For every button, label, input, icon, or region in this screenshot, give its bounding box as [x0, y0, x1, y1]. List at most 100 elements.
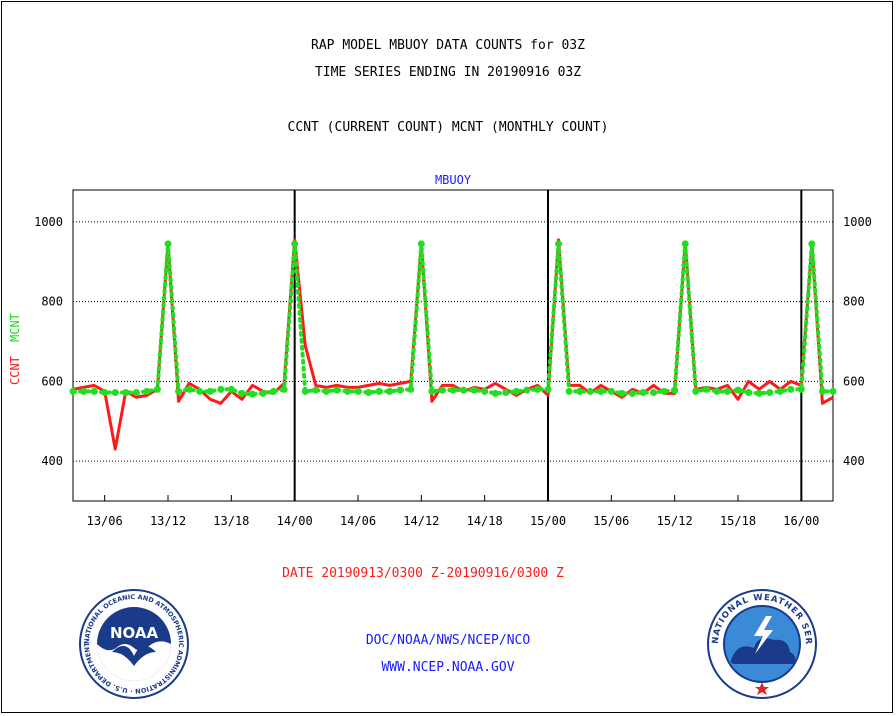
- mcnt-point: [607, 387, 615, 395]
- mcnt-point: [766, 389, 774, 397]
- nws-logo-icon: NATIONAL WEATHER SERVICE: [706, 588, 817, 699]
- chart-subtitle: CCNT (CURRENT COUNT) MCNT (MONTHLY COUNT…: [287, 120, 609, 135]
- chart-title-line1: RAP MODEL MBUOY DATA COUNTS for 03Z: [311, 38, 585, 53]
- y-tick-label-right-1000: 1000: [843, 215, 872, 229]
- mcnt-point: [185, 385, 193, 393]
- mcnt-point: [122, 389, 130, 397]
- mcnt-point: [565, 387, 573, 395]
- mcnt-point: [702, 385, 710, 393]
- mcnt-point: [576, 387, 584, 395]
- mcnt-point: [787, 385, 795, 393]
- mcnt-point: [196, 387, 204, 395]
- mcnt-point: [681, 240, 689, 248]
- x-tick-label-15/18: 15/18: [720, 514, 756, 528]
- mcnt-point: [153, 385, 161, 393]
- mcnt-point: [322, 387, 330, 395]
- mcnt-point: [428, 387, 436, 395]
- x-tick-label-13/18: 13/18: [213, 514, 249, 528]
- y-tick-label-left-600: 600: [41, 374, 63, 388]
- mcnt-point: [481, 387, 489, 395]
- y-tick-label-right-800: 800: [843, 295, 865, 309]
- mcnt-point: [301, 387, 309, 395]
- mcnt-point: [449, 386, 457, 394]
- mcnt-point: [175, 387, 183, 395]
- mcnt-point: [227, 385, 235, 393]
- chart-title-line2: TIME SERIES ENDING IN 20190916 03Z: [314, 65, 582, 80]
- mcnt-point: [396, 386, 404, 394]
- x-tick-label-13/06: 13/06: [87, 514, 123, 528]
- mcnt-point: [333, 386, 341, 394]
- mcnt-point: [639, 389, 647, 397]
- mcnt-point: [544, 385, 552, 393]
- mcnt-point: [69, 387, 77, 395]
- mcnt-point: [270, 387, 278, 395]
- mcnt-point: [671, 386, 679, 394]
- mcnt-point: [628, 389, 636, 397]
- y-tick-label-left-400: 400: [41, 454, 63, 468]
- mcnt-point: [586, 387, 594, 395]
- mcnt-point: [407, 385, 415, 393]
- chart-name-label: MBUOY: [435, 173, 472, 187]
- mcnt-point: [259, 389, 267, 397]
- mcnt-point: [365, 389, 373, 397]
- mcnt-point: [502, 389, 510, 397]
- mcnt-point: [291, 240, 299, 248]
- website-link[interactable]: WWW.NCEP.NOAA.GOV: [381, 660, 515, 675]
- mcnt-point: [491, 389, 499, 397]
- x-tick-label-15/06: 15/06: [593, 514, 629, 528]
- mcnt-point: [375, 387, 383, 395]
- mcnt-point: [734, 386, 742, 394]
- x-tick-label-14/06: 14/06: [340, 514, 376, 528]
- mcnt-point: [723, 387, 731, 395]
- x-tick-label-15/00: 15/00: [530, 514, 566, 528]
- mcnt-point: [555, 240, 563, 248]
- mcnt-point: [312, 386, 320, 394]
- mcnt-point: [143, 387, 151, 395]
- mcnt-point: [618, 389, 626, 397]
- mcnt-point: [248, 390, 256, 398]
- mcnt-point: [713, 387, 721, 395]
- mcnt-point: [343, 387, 351, 395]
- mcnt-point: [829, 387, 837, 395]
- series-line-mcnt: [71, 243, 835, 397]
- mcnt-point: [217, 385, 225, 393]
- mcnt-point: [776, 387, 784, 395]
- mcnt-point: [280, 385, 288, 393]
- y-tick-label-right-600: 600: [843, 374, 865, 388]
- org-path-link[interactable]: DOC/NOAA/NWS/NCEP/NCO: [365, 633, 531, 648]
- mcnt-point: [111, 389, 119, 397]
- mcnt-point: [597, 387, 605, 395]
- y-tick-label-right-400: 400: [843, 454, 865, 468]
- series-line-ccnt: [72, 238, 834, 451]
- x-tick-label-14/00: 14/00: [277, 514, 313, 528]
- x-tick-label-13/12: 13/12: [150, 514, 186, 528]
- mcnt-point: [650, 389, 658, 397]
- mcnt-point: [80, 387, 88, 395]
- x-tick-label-15/12: 15/12: [657, 514, 693, 528]
- x-tick-label-14/12: 14/12: [403, 514, 439, 528]
- mcnt-point: [512, 387, 520, 395]
- mcnt-point: [808, 240, 816, 248]
- y-tick-label-left-1000: 1000: [34, 215, 63, 229]
- mcnt-point: [470, 386, 478, 394]
- y-axis-label-ccnt: CCNT: [8, 356, 22, 385]
- mcnt-point: [818, 387, 826, 395]
- mcnt-point: [354, 387, 362, 395]
- mcnt-point: [417, 240, 425, 248]
- mcnt-point: [460, 386, 468, 394]
- mcnt-point: [797, 385, 805, 393]
- noaa-logo-icon: NATIONAL OCEANIC AND ATMOSPHERIC ADMINIS…: [78, 588, 189, 699]
- y-axis-label-mcnt: MCNT: [8, 313, 22, 342]
- date-range-label: DATE 20190913/0300 Z-20190916/0300 Z: [282, 566, 564, 581]
- plot-area: [72, 189, 834, 502]
- mcnt-point: [523, 386, 531, 394]
- mcnt-point: [101, 389, 109, 397]
- y-tick-label-left-800: 800: [41, 295, 63, 309]
- mcnt-point: [692, 387, 700, 395]
- time-series-chart: MBUOY 400 400 600 600 800 800 1000 1000 13/06 13/1…: [8, 173, 872, 528]
- mcnt-point: [90, 387, 98, 395]
- x-tick-label-14/18: 14/18: [467, 514, 503, 528]
- mcnt-point: [533, 385, 541, 393]
- mcnt-point: [755, 389, 763, 397]
